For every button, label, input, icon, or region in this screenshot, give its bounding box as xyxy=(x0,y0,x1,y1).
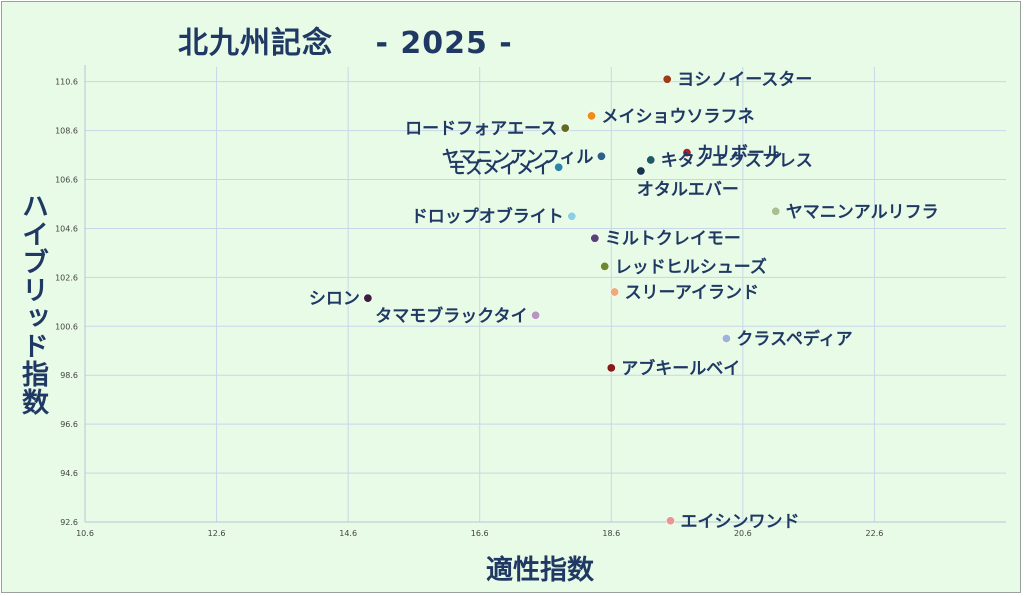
data-point xyxy=(606,363,616,373)
point-label: スリーアイランド xyxy=(625,283,759,303)
x-tick-label: 20.6 xyxy=(734,529,752,538)
tick-labels: 10.6 12.6 14.6 16.6 18.6 20.6 22.6 92.6 94.6 96.6… xyxy=(55,78,883,538)
chart-title: 北九州記念 - 2025 - xyxy=(178,26,513,61)
point-label: タマモブラックタイ xyxy=(375,305,527,326)
grid-lines xyxy=(84,67,1006,523)
point-label: キタノエクスプレス xyxy=(661,150,813,171)
point-label: ロードフォアエース xyxy=(405,119,557,139)
point-label: クラスペディア xyxy=(736,329,852,350)
point-label: ドロップオブライト xyxy=(411,206,564,227)
y-axis-label: ハイブリッド指数 xyxy=(17,192,48,416)
y-tick-label: 108.6 xyxy=(55,127,78,136)
point-label: ヤマニンアンフィル xyxy=(442,147,593,167)
y-tick-label: 104.6 xyxy=(55,224,78,233)
point-label: モズメイメイ xyxy=(449,157,551,178)
data-point xyxy=(600,261,610,271)
point-label: エイシンワンド xyxy=(680,512,799,532)
point-label: オタルエバー xyxy=(637,180,739,200)
y-tick-label: 110.6 xyxy=(55,78,78,87)
y-tick-label: 92.6 xyxy=(60,518,78,527)
data-point xyxy=(636,166,646,176)
data-point xyxy=(590,233,600,243)
data-point xyxy=(531,310,541,320)
x-tick-label: 14.6 xyxy=(339,529,357,538)
x-tick-label: 12.6 xyxy=(208,529,226,538)
point-label: ミルトクレイモー xyxy=(605,229,741,249)
y-tick-label: 100.6 xyxy=(55,322,78,331)
y-tick-label: 96.6 xyxy=(60,420,78,429)
data-point xyxy=(560,123,570,133)
data-point xyxy=(682,148,692,158)
data-point xyxy=(662,74,672,84)
data-point xyxy=(610,287,620,297)
point-label: シロン xyxy=(309,289,360,309)
x-tick-label: 22.6 xyxy=(866,529,884,538)
data-point xyxy=(587,111,597,121)
data-point xyxy=(554,162,564,172)
y-tick-label: 98.6 xyxy=(60,371,78,380)
point-label: ヨシノイースター xyxy=(677,70,812,90)
data-point xyxy=(596,151,606,161)
y-tick-label: 102.6 xyxy=(55,273,78,282)
point-label: レッドヒルシューズ xyxy=(615,256,767,277)
data-point xyxy=(665,516,675,526)
point-label: アブキールベイ xyxy=(621,358,740,379)
y-tick-label: 106.6 xyxy=(55,176,78,185)
x-tick-label: 16.6 xyxy=(471,529,489,538)
data-point xyxy=(363,293,373,303)
axes xyxy=(84,65,1006,523)
y-tick-label: 94.6 xyxy=(60,469,78,478)
data-point xyxy=(646,155,656,165)
x-axis-label: 適性指数 xyxy=(486,555,594,586)
x-tick-label: 18.6 xyxy=(602,529,620,538)
data-point xyxy=(721,334,731,344)
point-label: ヤマニンアルリフラ xyxy=(786,202,939,222)
data-point xyxy=(567,211,577,221)
data-point xyxy=(771,206,781,216)
x-tick-label: 10.6 xyxy=(76,529,94,538)
point-label: メイショウソラフネ xyxy=(602,107,755,127)
point-label: カリボール xyxy=(697,144,782,164)
